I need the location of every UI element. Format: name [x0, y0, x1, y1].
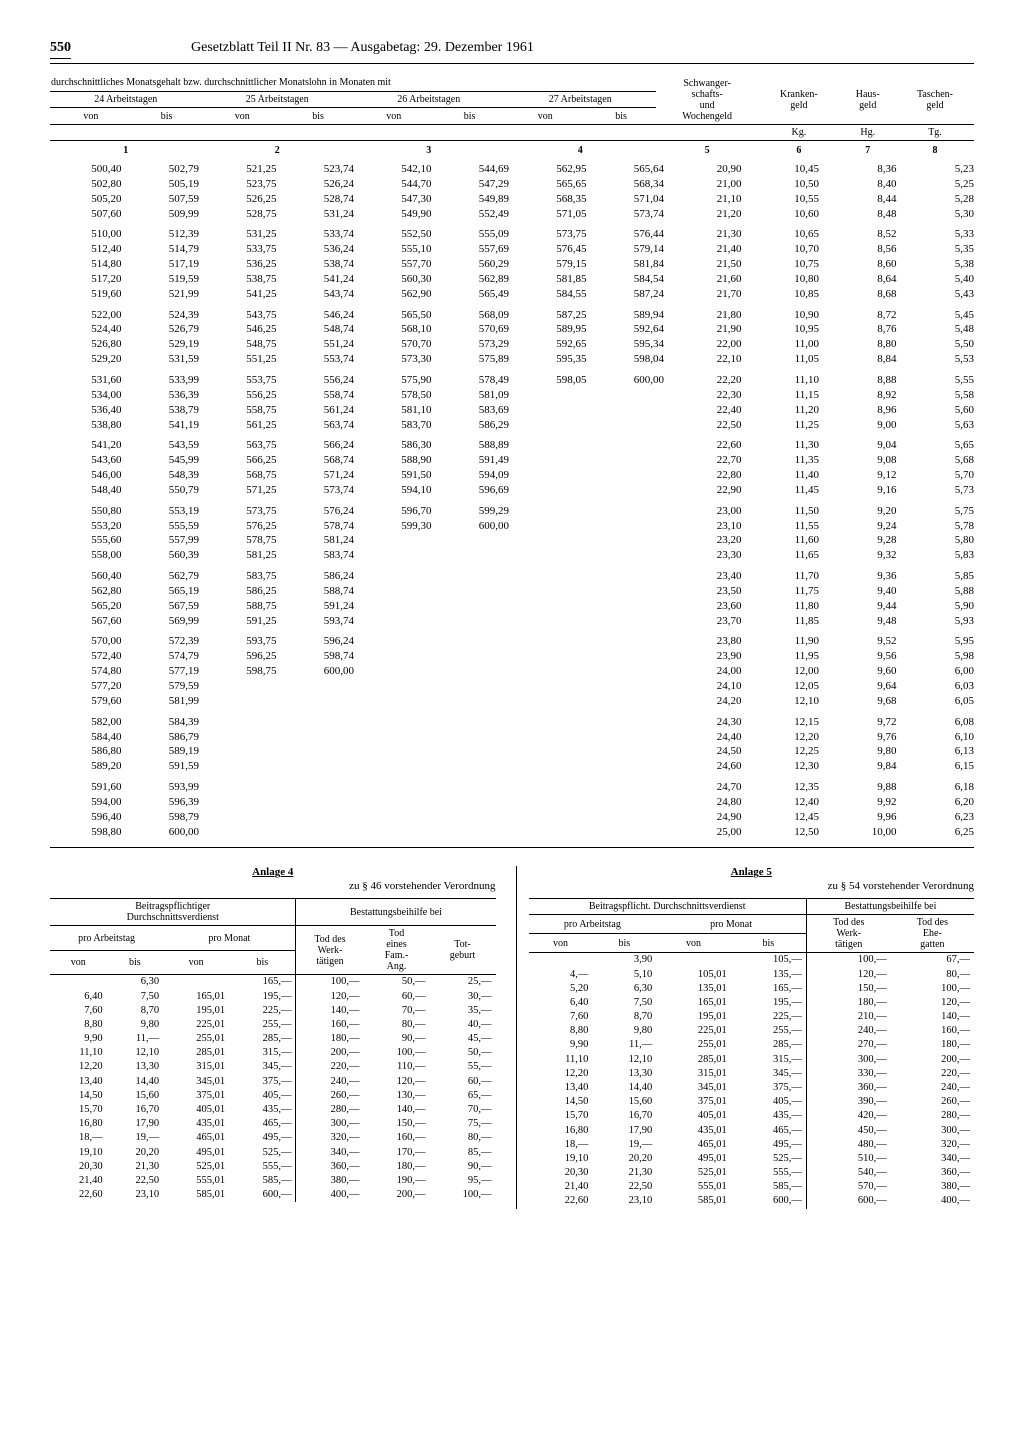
anlage4-title: Anlage 4 — [50, 866, 496, 878]
sub-bis: bis — [283, 108, 353, 125]
sub-von: von — [504, 108, 586, 125]
data-column: 500,40 502,80 505,20 507,60510,00 512,40… — [50, 162, 122, 845]
col-haus: Haus- geld — [839, 76, 896, 125]
sub-von: von — [353, 108, 435, 125]
sub-bis: bis — [586, 108, 656, 125]
doc-title: Gesetzblatt Teil II Nr. 83 — Ausgabetag:… — [191, 40, 534, 56]
colnum-4: 4 — [504, 141, 656, 163]
a4-tod-werk: Tod des Werk- tätigen — [296, 926, 364, 975]
colnum-2: 2 — [201, 141, 352, 163]
abbr-hg: Hg. — [839, 125, 896, 141]
a5-top-left: Beitragspflicht. Durchschnittsverdienst — [529, 899, 807, 915]
a4-von: von — [163, 950, 229, 975]
a4-bis: bis — [107, 950, 164, 975]
colnum-1: 1 — [50, 141, 201, 163]
anlage5-body: 3,90105,—100,—67,—4,—5,10105,01135,—120,… — [529, 953, 975, 1209]
data-column: 8,36 8,40 8,44 8,488,52 8,56 8,60 8,64 8… — [825, 162, 897, 845]
col-taschen: Taschen- geld — [896, 76, 974, 125]
colnum-7: 7 — [839, 141, 896, 163]
col-kranken: Kranken- geld — [758, 76, 839, 125]
a5-von: von — [656, 934, 731, 953]
anlage5-table: Beitragspflicht. Durchschnittsverdienst … — [529, 898, 975, 1208]
a5-tod-ehe: Tod des Ehe- gatten — [891, 915, 974, 953]
a5-von: von — [529, 934, 593, 953]
a4-tod-fam: Tod eines Fam.- Ang. — [364, 926, 430, 975]
data-column: 544,69 547,29 549,89 552,49555,09 557,69… — [438, 162, 510, 845]
data-column: 542,10 544,70 547,30 549,90552,50 555,10… — [360, 162, 432, 845]
sub-von: von — [50, 108, 132, 125]
col-schwanger: Schwanger- schafts- und Wochengeld — [656, 76, 758, 125]
sub-bis: bis — [132, 108, 202, 125]
data-column: 20,90 21,00 21,10 21,2021,30 21,40 21,50… — [670, 162, 742, 845]
a4-totgeburt: Tot- geburt — [429, 926, 495, 975]
a4-top-right: Bestattungsbeihilfe bei — [296, 899, 496, 926]
a5-bis: bis — [592, 934, 656, 953]
anlage5-title: Anlage 5 — [529, 866, 975, 878]
data-column: 562,95 565,65 568,35 571,05573,75 576,45… — [515, 162, 587, 845]
colnum-8: 8 — [896, 141, 974, 163]
a4-top-left: Beitragspflichtiger Durchschnittsverdien… — [50, 899, 296, 926]
a5-bis: bis — [731, 934, 807, 953]
colnum-5: 5 — [656, 141, 758, 163]
a4-bis: bis — [229, 950, 296, 975]
anlage-4: Anlage 4 zu § 46 vorstehender Verordnung… — [50, 866, 496, 1208]
grp-24: 24 Arbeitstagen — [50, 91, 201, 108]
a4-von: von — [50, 950, 107, 975]
colnum-3: 3 — [353, 141, 504, 163]
anlage4-sub: zu § 46 vorstehender Verordnung — [50, 880, 496, 892]
abbr-kg: Kg. — [758, 125, 839, 141]
grp-26: 26 Arbeitstagen — [353, 91, 504, 108]
a5-top-right: Bestattungsbeihilfe bei — [806, 899, 974, 915]
data-column: 5,23 5,25 5,28 5,305,33 5,35 5,38 5,40 5… — [903, 162, 975, 845]
anlage5-sub: zu § 54 vorstehender Verordnung — [529, 880, 975, 892]
page-number: 550 — [50, 40, 71, 59]
anlage-5: Anlage 5 zu § 54 vorstehender Verordnung… — [516, 866, 975, 1208]
main-super-label: durchschnittliches Monatsgehalt bzw. dur… — [50, 76, 656, 91]
grp-27: 27 Arbeitstagen — [504, 91, 656, 108]
anlage-row: Anlage 4 zu § 46 vorstehender Verordnung… — [50, 866, 974, 1208]
page-header: 550 Gesetzblatt Teil II Nr. 83 — Ausgabe… — [50, 40, 974, 64]
a4-pro-tag: pro Arbeitstag — [50, 926, 163, 951]
anlage4-body: 6,30165,—100,—50,—25,—6,407,50165,01195,… — [50, 975, 496, 1202]
sub-von: von — [201, 108, 283, 125]
sub-bis: bis — [435, 108, 505, 125]
data-column: 502,79 505,19 507,59 509,99512,39 514,79… — [128, 162, 200, 845]
anlage4-table: Beitragspflichtiger Durchschnittsverdien… — [50, 898, 496, 1202]
grp-25: 25 Arbeitstagen — [201, 91, 352, 108]
a5-tod-werk: Tod des Werk- tätigen — [806, 915, 890, 953]
a4-pro-monat: pro Monat — [163, 926, 296, 951]
a5-pro-monat: pro Monat — [656, 915, 806, 934]
a5-pro-tag: pro Arbeitstag — [529, 915, 657, 934]
data-column: 523,74 526,24 528,74 531,24533,74 536,24… — [283, 162, 355, 845]
data-column: 10,45 10,50 10,55 10,6010,65 10,70 10,75… — [748, 162, 820, 845]
main-data-grid: 500,40 502,80 505,20 507,60510,00 512,40… — [50, 162, 974, 845]
abbr-tg: Tg. — [896, 125, 974, 141]
colnum-6: 6 — [758, 141, 839, 163]
data-column: 565,64 568,34 571,04 573,74576,44 579,14… — [593, 162, 665, 845]
data-column: 521,25 523,75 526,25 528,75531,25 533,75… — [205, 162, 277, 845]
main-table: durchschnittliches Monatsgehalt bzw. dur… — [50, 76, 974, 162]
